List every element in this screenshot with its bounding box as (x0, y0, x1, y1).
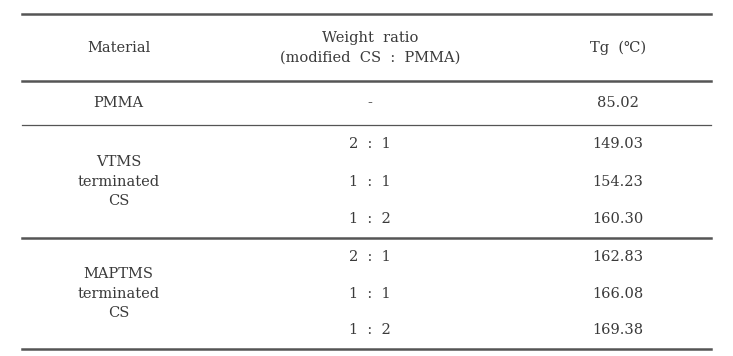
Text: PMMA: PMMA (93, 96, 144, 110)
Text: 85.02: 85.02 (597, 96, 639, 110)
Text: -: - (367, 96, 372, 110)
Text: 162.83: 162.83 (592, 250, 644, 264)
Text: 2  :  1: 2 : 1 (349, 250, 391, 264)
Text: 166.08: 166.08 (592, 287, 644, 301)
Text: Tg  (℃): Tg (℃) (590, 41, 646, 55)
Text: Material: Material (86, 41, 150, 55)
Text: Weight  ratio
(modified  CS  :  PMMA): Weight ratio (modified CS : PMMA) (280, 31, 460, 64)
Text: 154.23: 154.23 (592, 174, 644, 189)
Text: 149.03: 149.03 (592, 137, 644, 151)
Text: 1  :  2: 1 : 2 (349, 213, 391, 226)
Text: VTMS
terminated
CS: VTMS terminated CS (78, 155, 160, 208)
Text: 2  :  1: 2 : 1 (349, 137, 391, 151)
Text: 1  :  2: 1 : 2 (349, 324, 391, 337)
Text: 169.38: 169.38 (592, 324, 644, 337)
Text: 1  :  1: 1 : 1 (349, 174, 391, 189)
Text: MAPTMS
terminated
CS: MAPTMS terminated CS (78, 267, 160, 320)
Text: 1  :  1: 1 : 1 (349, 287, 391, 301)
Text: 160.30: 160.30 (592, 213, 644, 226)
